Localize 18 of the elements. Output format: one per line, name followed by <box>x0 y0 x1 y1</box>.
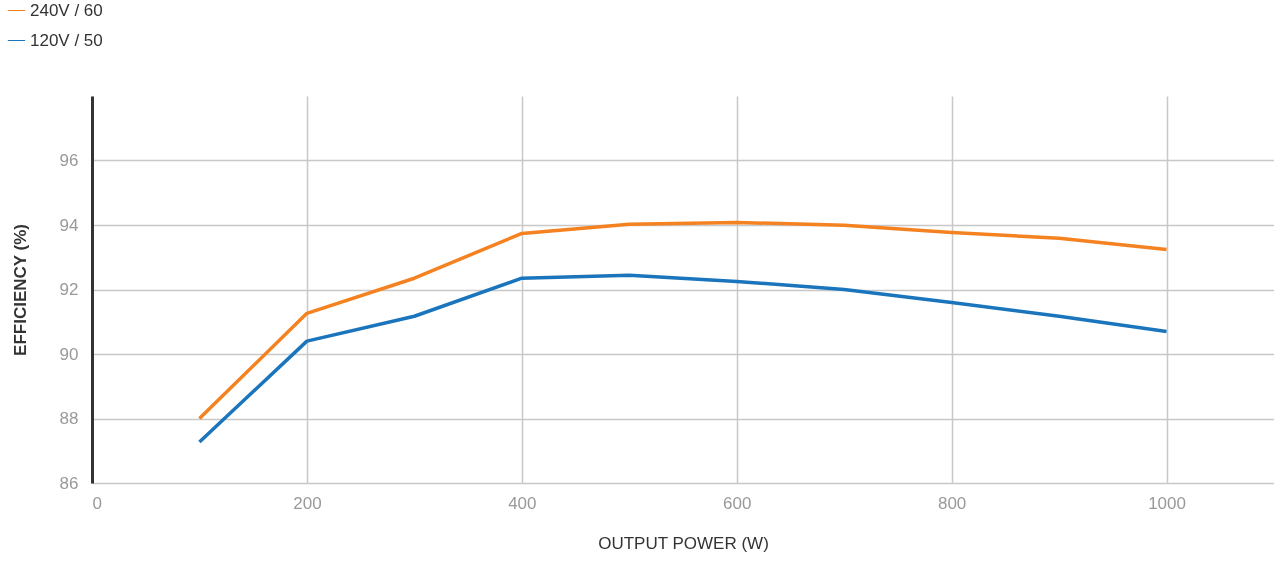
y-tick-label: 92 <box>59 280 79 299</box>
x-tick-label: 400 <box>508 493 537 513</box>
x-tick-label: 200 <box>293 493 322 513</box>
x-tick-label: 800 <box>937 493 967 513</box>
y-tick-label: 94 <box>59 215 79 235</box>
y-tick-label: 88 <box>59 409 79 428</box>
y-tick-label: 90 <box>59 344 79 364</box>
x-tick-label: 0 <box>92 493 102 513</box>
legend-label: 240V / 60 <box>30 0 103 20</box>
line-series <box>197 273 1169 444</box>
y-tick-label: 86 <box>59 473 79 493</box>
y-tick-label: 96 <box>59 151 79 170</box>
line-series <box>197 220 1169 421</box>
x-tick-label: 600 <box>723 493 752 513</box>
x-tick-label: 1000 <box>1148 493 1186 513</box>
x-axis-title: OUTPUT POWER (W) <box>598 533 769 553</box>
legend-label: 120V / 50 <box>30 30 103 50</box>
y-axis-title: EFFICIENCY (%) <box>10 224 30 356</box>
